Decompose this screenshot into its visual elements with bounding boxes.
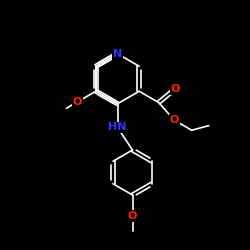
Text: N: N	[113, 49, 122, 59]
Text: HN: HN	[108, 122, 127, 132]
Text: O: O	[128, 211, 137, 221]
Text: O: O	[170, 115, 179, 125]
Text: O: O	[170, 84, 180, 94]
Text: O: O	[73, 97, 82, 107]
